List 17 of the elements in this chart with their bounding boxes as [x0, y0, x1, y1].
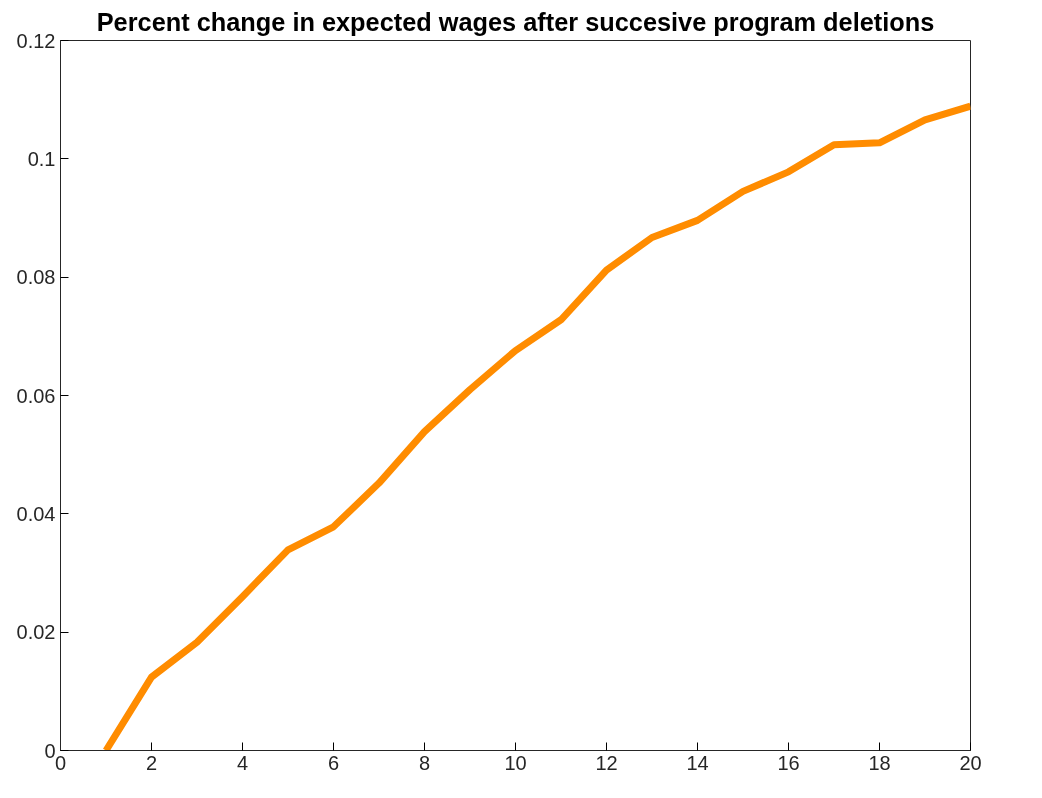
y-tick-label: 0.08: [16, 266, 56, 289]
y-tick-label: 0.06: [16, 384, 56, 407]
x-tick-label: 18: [868, 751, 891, 774]
x-tick-label: 14: [686, 751, 709, 774]
y-tick-label: 0.04: [16, 502, 56, 525]
x-tick-label: 16: [777, 751, 800, 774]
y-tick-label: 0.12: [16, 29, 56, 52]
chart-title: Percent change in expected wages after succesive program deletions: [96, 7, 935, 36]
x-tick-label: 20: [959, 751, 982, 774]
x-tick-label: 6: [327, 751, 340, 774]
x-tick-label: 2: [145, 751, 158, 774]
x-tick-label: 12: [595, 751, 618, 774]
y-tick-label: 0.1: [27, 147, 56, 170]
x-tick-label: 10: [504, 751, 527, 774]
x-tick-label: 4: [236, 751, 249, 774]
y-tick-label: 0.02: [16, 621, 56, 644]
x-tick-label: 8: [418, 751, 431, 774]
